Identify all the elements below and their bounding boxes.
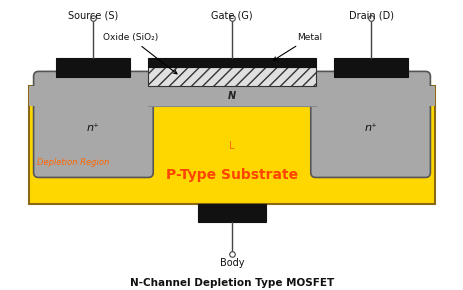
Text: Body: Body [219, 258, 244, 268]
Text: Drain (D): Drain (D) [348, 10, 393, 21]
Text: L: L [229, 141, 234, 151]
Bar [148, 86, 315, 106]
Text: Depletion Region: Depletion Region [37, 158, 109, 167]
Text: Source (S): Source (S) [68, 10, 118, 21]
Text: P-Type Substrate: P-Type Substrate [166, 168, 297, 182]
Text: n⁺: n⁺ [87, 123, 100, 133]
Text: n⁺: n⁺ [363, 123, 376, 133]
FancyBboxPatch shape [33, 71, 153, 177]
Text: Gate (G): Gate (G) [211, 10, 252, 21]
Bar [148, 58, 315, 68]
Bar [148, 68, 315, 86]
Bar [29, 86, 434, 106]
Text: Metal: Metal [273, 33, 322, 60]
Bar [198, 204, 265, 222]
Text: Oxide (SiO₂): Oxide (SiO₂) [102, 33, 176, 74]
Bar [29, 86, 434, 204]
Text: N: N [227, 91, 236, 101]
FancyBboxPatch shape [310, 71, 430, 177]
Text: N-Channel Depletion Type MOSFET: N-Channel Depletion Type MOSFET [130, 278, 333, 288]
Bar [333, 58, 407, 77]
Bar [56, 58, 130, 77]
